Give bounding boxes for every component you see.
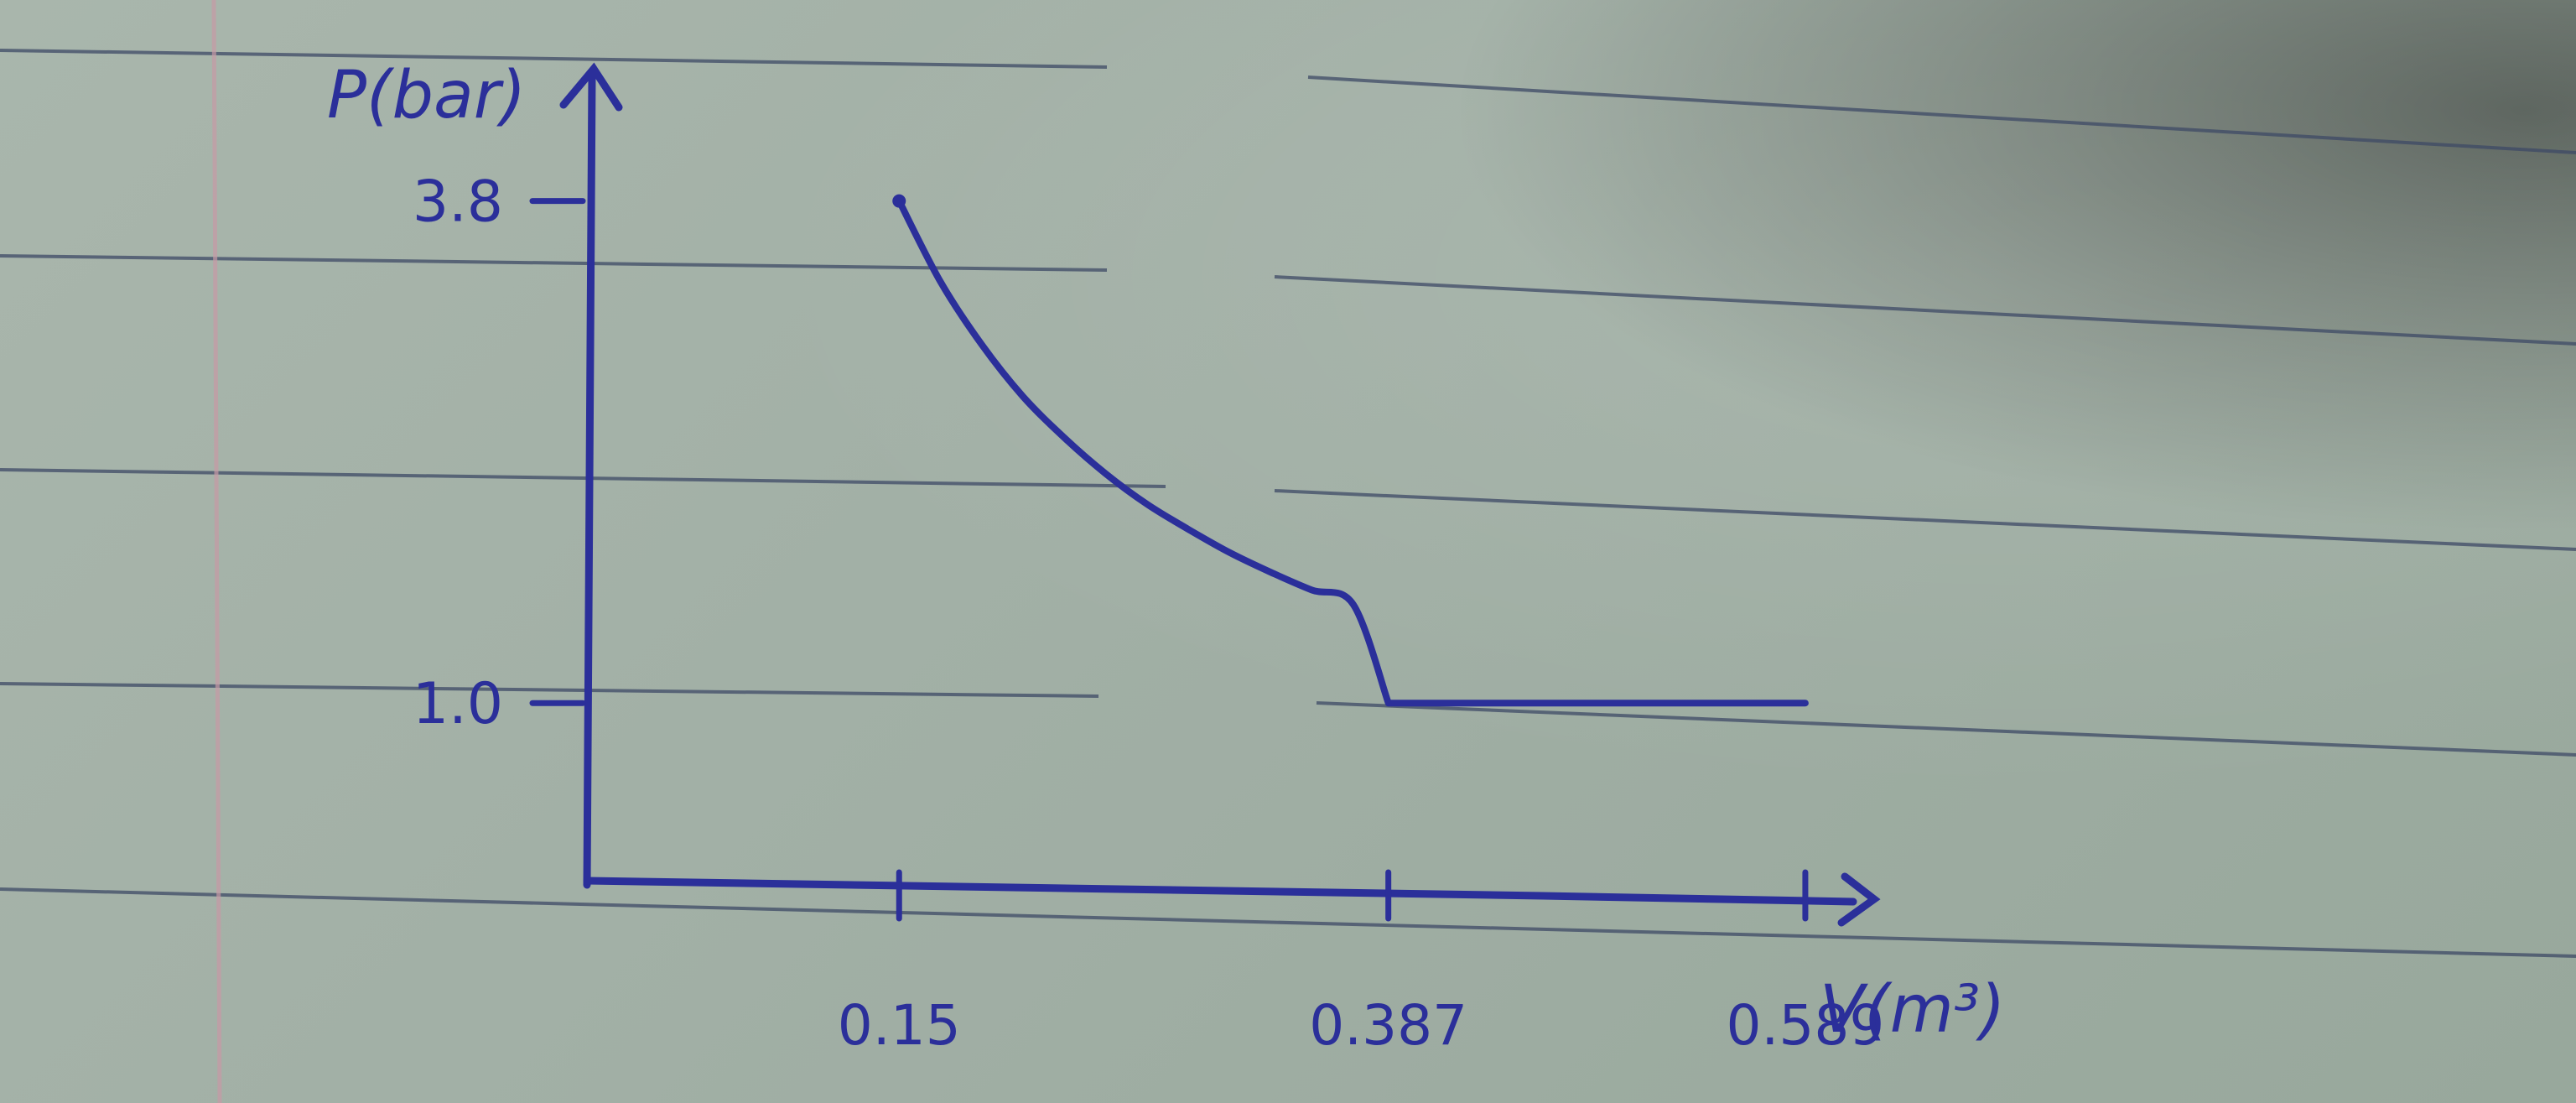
y-tick-label: 1.0 <box>413 671 503 737</box>
y-axis <box>583 71 596 889</box>
x-axis-label: V(m³) <box>1820 972 2005 1048</box>
notebook-margin-line <box>211 0 222 1103</box>
x-axis <box>583 877 1857 906</box>
x-tick-label: 0.589 <box>1726 993 1884 1058</box>
x-tick-label: 0.387 <box>1309 993 1467 1058</box>
series-start-point <box>892 194 906 208</box>
y-tick-label: 3.8 <box>413 169 503 236</box>
x-ticks: 0.15 0.387 0.589 <box>838 869 1884 1058</box>
axes <box>559 62 1881 927</box>
x-axis-arrow-icon <box>1837 872 1881 927</box>
y-axis-arrow-icon <box>559 62 623 112</box>
y-ticks: 3.8 1.0 <box>413 169 586 737</box>
notebook-ruled-lines <box>0 49 2576 958</box>
y-axis-label: P(bar) <box>327 58 526 133</box>
x-tick-label: 0.15 <box>838 993 961 1058</box>
series-layer <box>892 194 1809 707</box>
series-line <box>896 197 1809 707</box>
